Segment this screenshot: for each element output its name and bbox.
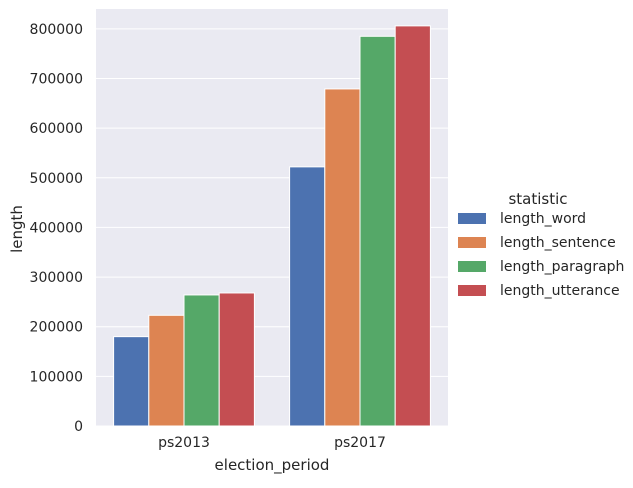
bar-length_word-ps2013 bbox=[113, 336, 150, 427]
bar-length_paragraph-ps2013 bbox=[183, 294, 220, 427]
legend: statistic length_word length_sentenceleng… bbox=[458, 190, 624, 299]
y-tick-label: 400000 bbox=[30, 220, 83, 236]
y-tick-label: 800000 bbox=[30, 22, 83, 38]
y-tick-label: 700000 bbox=[30, 72, 83, 88]
x-axis-ticks: ps2013 ps2017 bbox=[158, 435, 386, 451]
bar-length_sentence-ps2013 bbox=[148, 314, 185, 427]
y-axis-ticks: 0 100000 200000 300000 400000 500000 600000 700… bbox=[30, 22, 83, 435]
y-tick-label: 600000 bbox=[30, 121, 83, 137]
legend-label-length_paragraph: length_paragraph bbox=[500, 259, 624, 275]
bar-length_utterance-ps2017 bbox=[394, 25, 431, 427]
x-tick-label: ps2017 bbox=[334, 435, 386, 451]
legend-title: statistic bbox=[508, 190, 567, 208]
legend-swatch-length_utterance bbox=[458, 285, 486, 296]
y-tick-label: 200000 bbox=[30, 320, 83, 336]
plot-area bbox=[96, 9, 448, 427]
bar-length_sentence-ps2017 bbox=[324, 88, 361, 427]
legend-swatch-length_paragraph bbox=[458, 261, 486, 272]
legend-label-length_sentence: length_sentence bbox=[500, 235, 616, 251]
y-tick-label: 500000 bbox=[30, 171, 83, 187]
y-axis-label: length bbox=[8, 205, 26, 253]
y-tick-label: 300000 bbox=[30, 270, 83, 286]
bar-length_paragraph-ps2017 bbox=[359, 35, 396, 427]
legend-swatch-length_sentence bbox=[458, 237, 486, 248]
bar-length_word-ps2017 bbox=[289, 166, 326, 427]
legend-label-length_word: length_word bbox=[500, 211, 586, 227]
y-tick-label: 100000 bbox=[30, 369, 83, 385]
bar-length_utterance-ps2013 bbox=[218, 292, 255, 427]
x-tick-label: ps2013 bbox=[158, 435, 210, 451]
legend-swatch-length_word bbox=[458, 213, 486, 224]
x-axis-label: election_period bbox=[215, 456, 330, 475]
y-tick-label: 0 bbox=[74, 419, 83, 435]
legend-label-length_utterance: length_utterance bbox=[500, 283, 620, 299]
